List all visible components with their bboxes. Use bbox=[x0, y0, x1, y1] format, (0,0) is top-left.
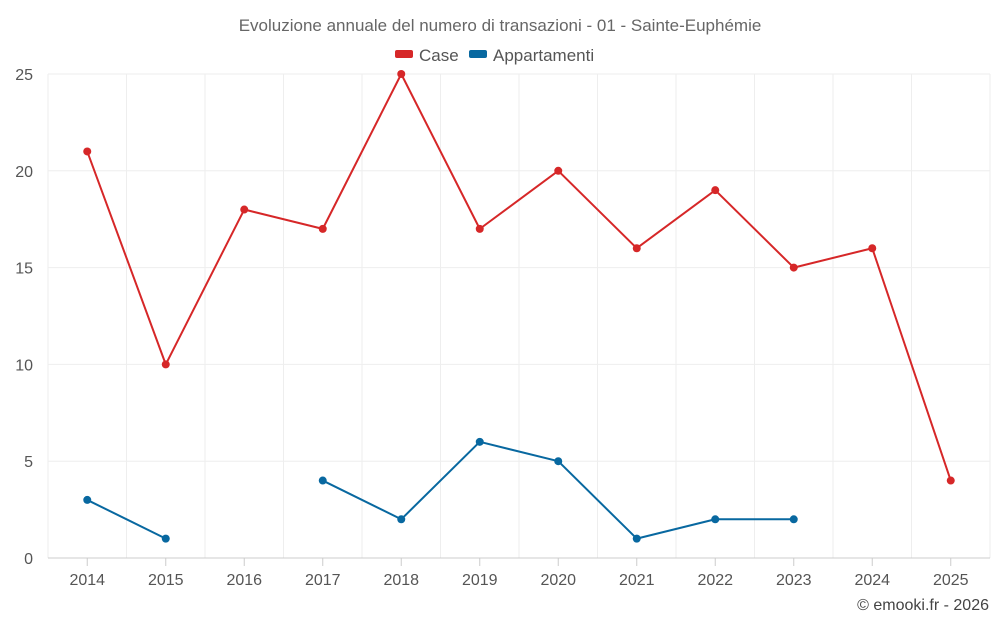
x-tick-label: 2019 bbox=[462, 572, 498, 589]
data-point-case bbox=[475, 224, 484, 233]
y-tick-label: 10 bbox=[15, 357, 33, 374]
data-point-appartamenti bbox=[475, 437, 484, 446]
data-point-case bbox=[83, 147, 92, 156]
legend-swatch-appartamenti bbox=[469, 50, 487, 58]
data-point-appartamenti bbox=[318, 476, 327, 485]
x-tick-label: 2022 bbox=[697, 572, 733, 589]
data-point-case bbox=[554, 166, 563, 175]
y-tick-label: 0 bbox=[24, 551, 33, 568]
x-tick-label: 2023 bbox=[776, 572, 812, 589]
data-point-case bbox=[711, 186, 720, 195]
data-point-appartamenti bbox=[632, 534, 641, 543]
legend-item-appartamenti[interactable]: Appartamenti bbox=[469, 46, 594, 65]
data-point-appartamenti bbox=[554, 457, 563, 466]
legend-label-case: Case bbox=[419, 46, 459, 65]
data-point-case bbox=[318, 224, 327, 233]
series-line-appartamenti bbox=[322, 440, 794, 540]
x-tick-label: 2014 bbox=[69, 572, 105, 589]
data-point-appartamenti bbox=[789, 515, 798, 524]
legend-label-appartamenti: Appartamenti bbox=[493, 46, 594, 65]
x-tick-label: 2024 bbox=[854, 572, 890, 589]
series-line-case bbox=[86, 73, 952, 481]
data-point-case bbox=[946, 476, 955, 485]
x-tick-label: 2016 bbox=[226, 572, 262, 589]
chart-title: Evoluzione annuale del numero di transaz… bbox=[239, 16, 762, 35]
data-point-case bbox=[868, 244, 877, 253]
data-point-case bbox=[161, 360, 170, 369]
x-tick-label: 2021 bbox=[619, 572, 655, 589]
data-point-appartamenti bbox=[711, 515, 720, 524]
x-tick-label: 2017 bbox=[305, 572, 341, 589]
x-tick-label: 2018 bbox=[383, 572, 419, 589]
data-point-case bbox=[632, 244, 641, 253]
series-line-appartamenti bbox=[86, 499, 167, 540]
x-tick-label: 2025 bbox=[933, 572, 969, 589]
data-point-case bbox=[240, 205, 249, 214]
legend-item-case[interactable]: Case bbox=[395, 46, 459, 65]
data-point-appartamenti bbox=[83, 495, 92, 504]
y-tick-label: 25 bbox=[15, 67, 33, 84]
y-tick-label: 15 bbox=[15, 261, 33, 278]
legend-swatch-case bbox=[395, 50, 413, 58]
data-point-case bbox=[789, 263, 798, 272]
data-point-appartamenti bbox=[161, 534, 170, 543]
y-tick-label: 5 bbox=[24, 454, 33, 471]
credit-text: © emooki.fr - 2026 bbox=[857, 597, 989, 614]
data-point-case bbox=[397, 70, 406, 78]
x-tick-label: 2015 bbox=[148, 572, 184, 589]
data-point-appartamenti bbox=[397, 515, 406, 524]
y-tick-label: 20 bbox=[15, 164, 33, 181]
x-tick-label: 2020 bbox=[540, 572, 576, 589]
legend: Case Appartamenti bbox=[395, 46, 594, 65]
